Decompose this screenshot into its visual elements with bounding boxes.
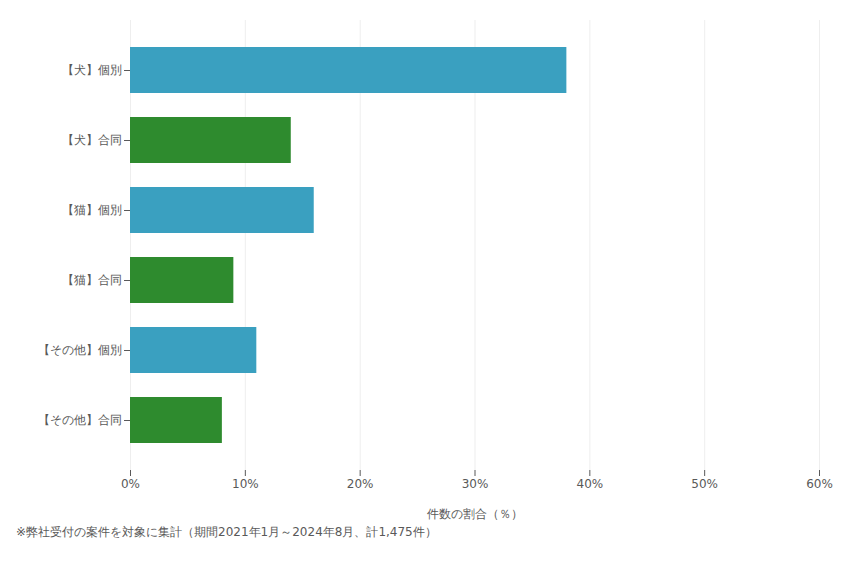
svg-text:【猫】個別: 【猫】個別 (62, 203, 122, 217)
svg-text:10%: 10% (232, 477, 259, 491)
svg-text:【猫】合同: 【猫】合同 (62, 273, 122, 287)
svg-text:【その他】個別: 【その他】個別 (38, 343, 122, 357)
svg-text:60%: 60% (806, 477, 833, 491)
html-text:※弊社受付の案件を対象に集計（期間2021年1月～2024年: ※弊社受付の案件を対象に集計（期間2021年1月～2024年8月、計1,475件… (16, 525, 437, 539)
svg-text:【その他】合同: 【その他】合同 (38, 413, 122, 427)
svg-text:【犬】個別: 【犬】個別 (62, 63, 122, 77)
svg-text:0%: 0% (121, 477, 140, 491)
svg-text:50%: 50% (691, 477, 718, 491)
svg-text:20%: 20% (347, 477, 374, 491)
svg-text:40%: 40% (576, 477, 603, 491)
svg-text:【犬】合同: 【犬】合同 (62, 133, 122, 147)
svg-text:30%: 30% (462, 477, 489, 491)
svg-text:件数の割合（％）: 件数の割合（％） (427, 507, 523, 521)
